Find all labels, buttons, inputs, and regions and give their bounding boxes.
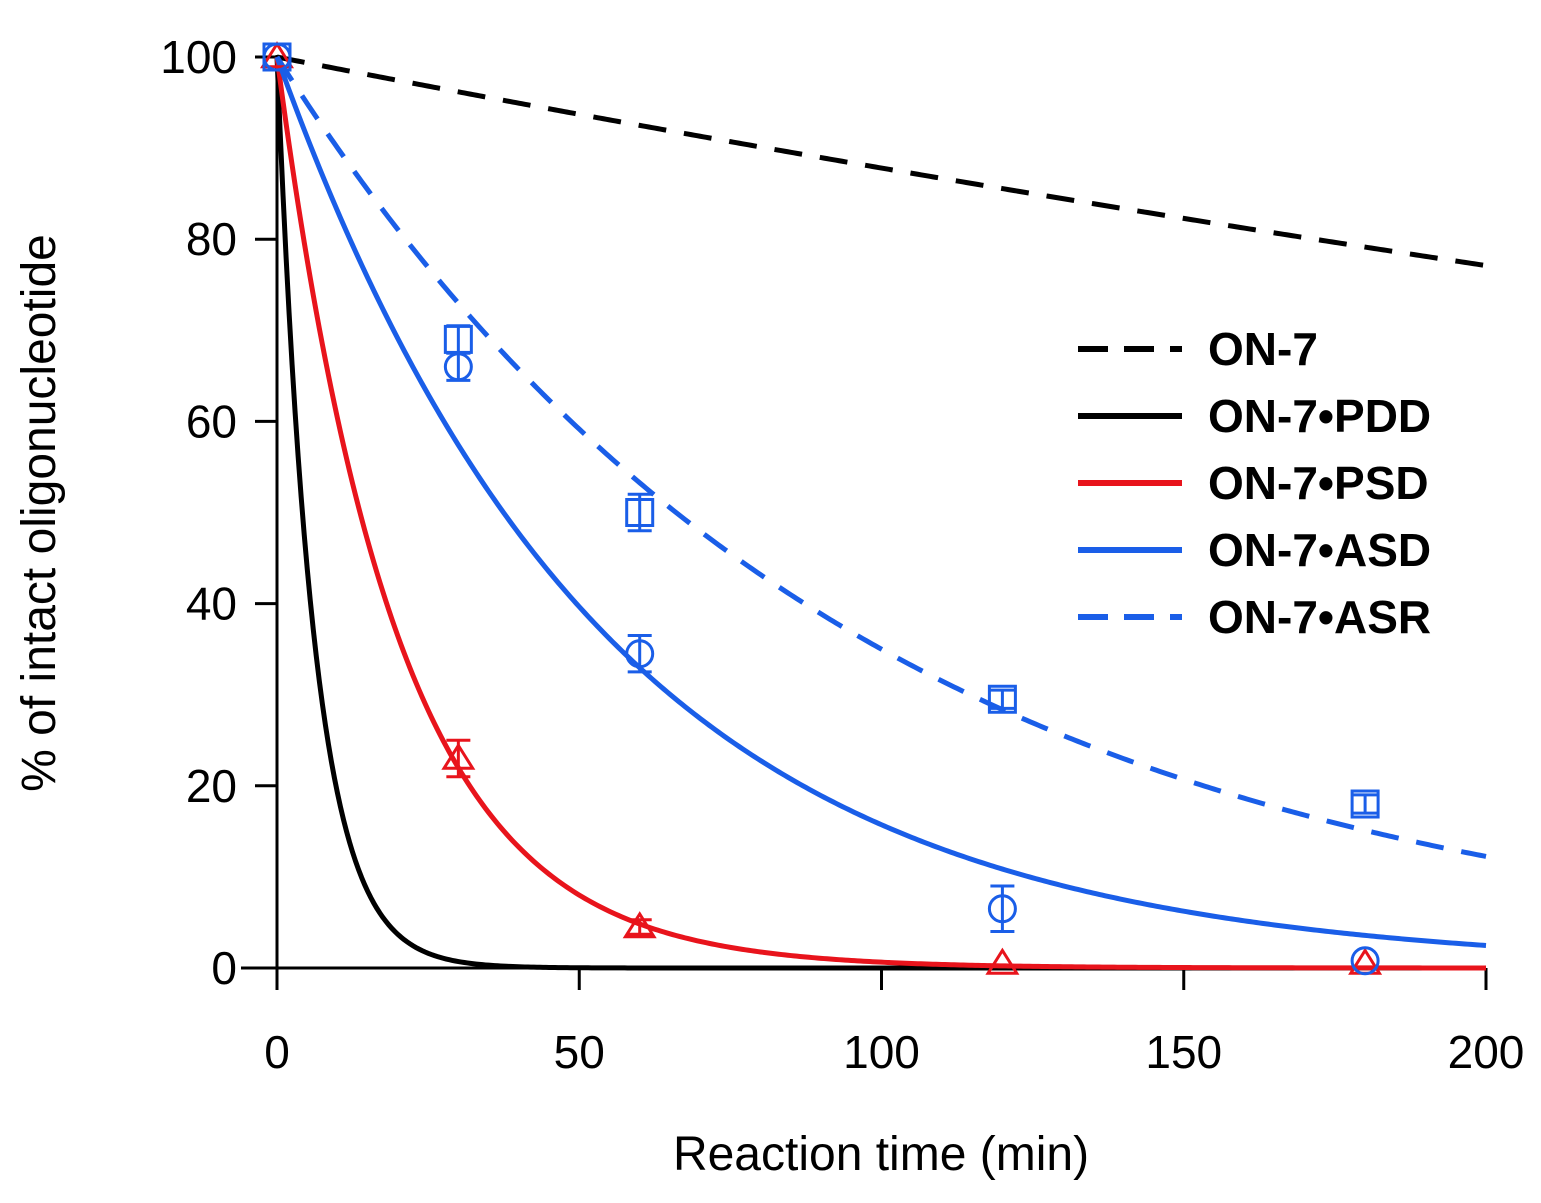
fit-curve-on-7-psd bbox=[274, 56, 1486, 971]
x-tick-label: 0 bbox=[264, 1026, 290, 1078]
legend-label: ON-7•PSD bbox=[1208, 457, 1429, 509]
triangle-marker bbox=[985, 947, 1020, 975]
x-tick-label: 100 bbox=[843, 1026, 920, 1078]
square-marker bbox=[987, 684, 1017, 714]
data-point bbox=[443, 324, 473, 355]
fit-curve-on-7-asr bbox=[274, 55, 1487, 859]
legend-label: ON-7•ASR bbox=[1208, 591, 1431, 643]
triangle-marker bbox=[622, 911, 657, 939]
legend-label: ON-7 bbox=[1208, 323, 1318, 375]
y-tick-label: 0 bbox=[211, 942, 237, 994]
data-point bbox=[985, 947, 1020, 975]
y-tick-label: 20 bbox=[186, 760, 237, 812]
x-tick-label: 200 bbox=[1448, 1026, 1525, 1078]
y-tick-label: 60 bbox=[186, 395, 237, 447]
square-marker bbox=[1350, 789, 1380, 819]
square-marker bbox=[443, 324, 473, 354]
legend-label: ON-7•PDD bbox=[1208, 390, 1431, 442]
x-axis-title: Reaction time (min) bbox=[673, 1128, 1089, 1181]
data-point bbox=[625, 633, 655, 674]
fit-curve-on-7-pdd bbox=[274, 56, 1486, 971]
circle-marker bbox=[987, 894, 1017, 924]
fit-curve-on-7-asd bbox=[274, 56, 1487, 948]
legend: ON-7 ON-7•PDD ON-7•PSD ON-7•ASD ON-7•ASR bbox=[1078, 323, 1431, 643]
y-tick-label: 40 bbox=[186, 578, 237, 630]
x-tick-label: 50 bbox=[554, 1026, 605, 1078]
y-tick-label: 80 bbox=[186, 213, 237, 265]
data-point bbox=[987, 884, 1017, 934]
data-point bbox=[262, 42, 292, 72]
circle-marker bbox=[1350, 946, 1380, 976]
square-marker bbox=[625, 498, 655, 527]
data-point bbox=[259, 41, 295, 69]
data-point bbox=[625, 492, 655, 533]
data-point bbox=[987, 684, 1017, 714]
data-point bbox=[443, 351, 473, 382]
data-markers bbox=[259, 41, 1383, 976]
legend-label: ON-7•ASD bbox=[1208, 524, 1431, 576]
circle-marker bbox=[625, 639, 655, 669]
fit-curve-on-7 bbox=[276, 54, 1487, 269]
data-point bbox=[441, 738, 476, 779]
y-tick-label: 100 bbox=[160, 31, 237, 83]
data-point bbox=[622, 911, 657, 939]
square-marker bbox=[262, 42, 292, 72]
y-axis-title: % of intact oligonucleotide bbox=[13, 234, 66, 792]
x-tick-label: 150 bbox=[1145, 1026, 1222, 1078]
triangle-marker bbox=[441, 742, 476, 770]
fit-curves bbox=[274, 54, 1487, 971]
data-point bbox=[1350, 946, 1380, 976]
triangle-marker bbox=[259, 41, 295, 69]
data-point bbox=[1350, 789, 1380, 819]
axes: 0 20 40 60 80 100 0 50 100 150 200 bbox=[160, 31, 1524, 1078]
